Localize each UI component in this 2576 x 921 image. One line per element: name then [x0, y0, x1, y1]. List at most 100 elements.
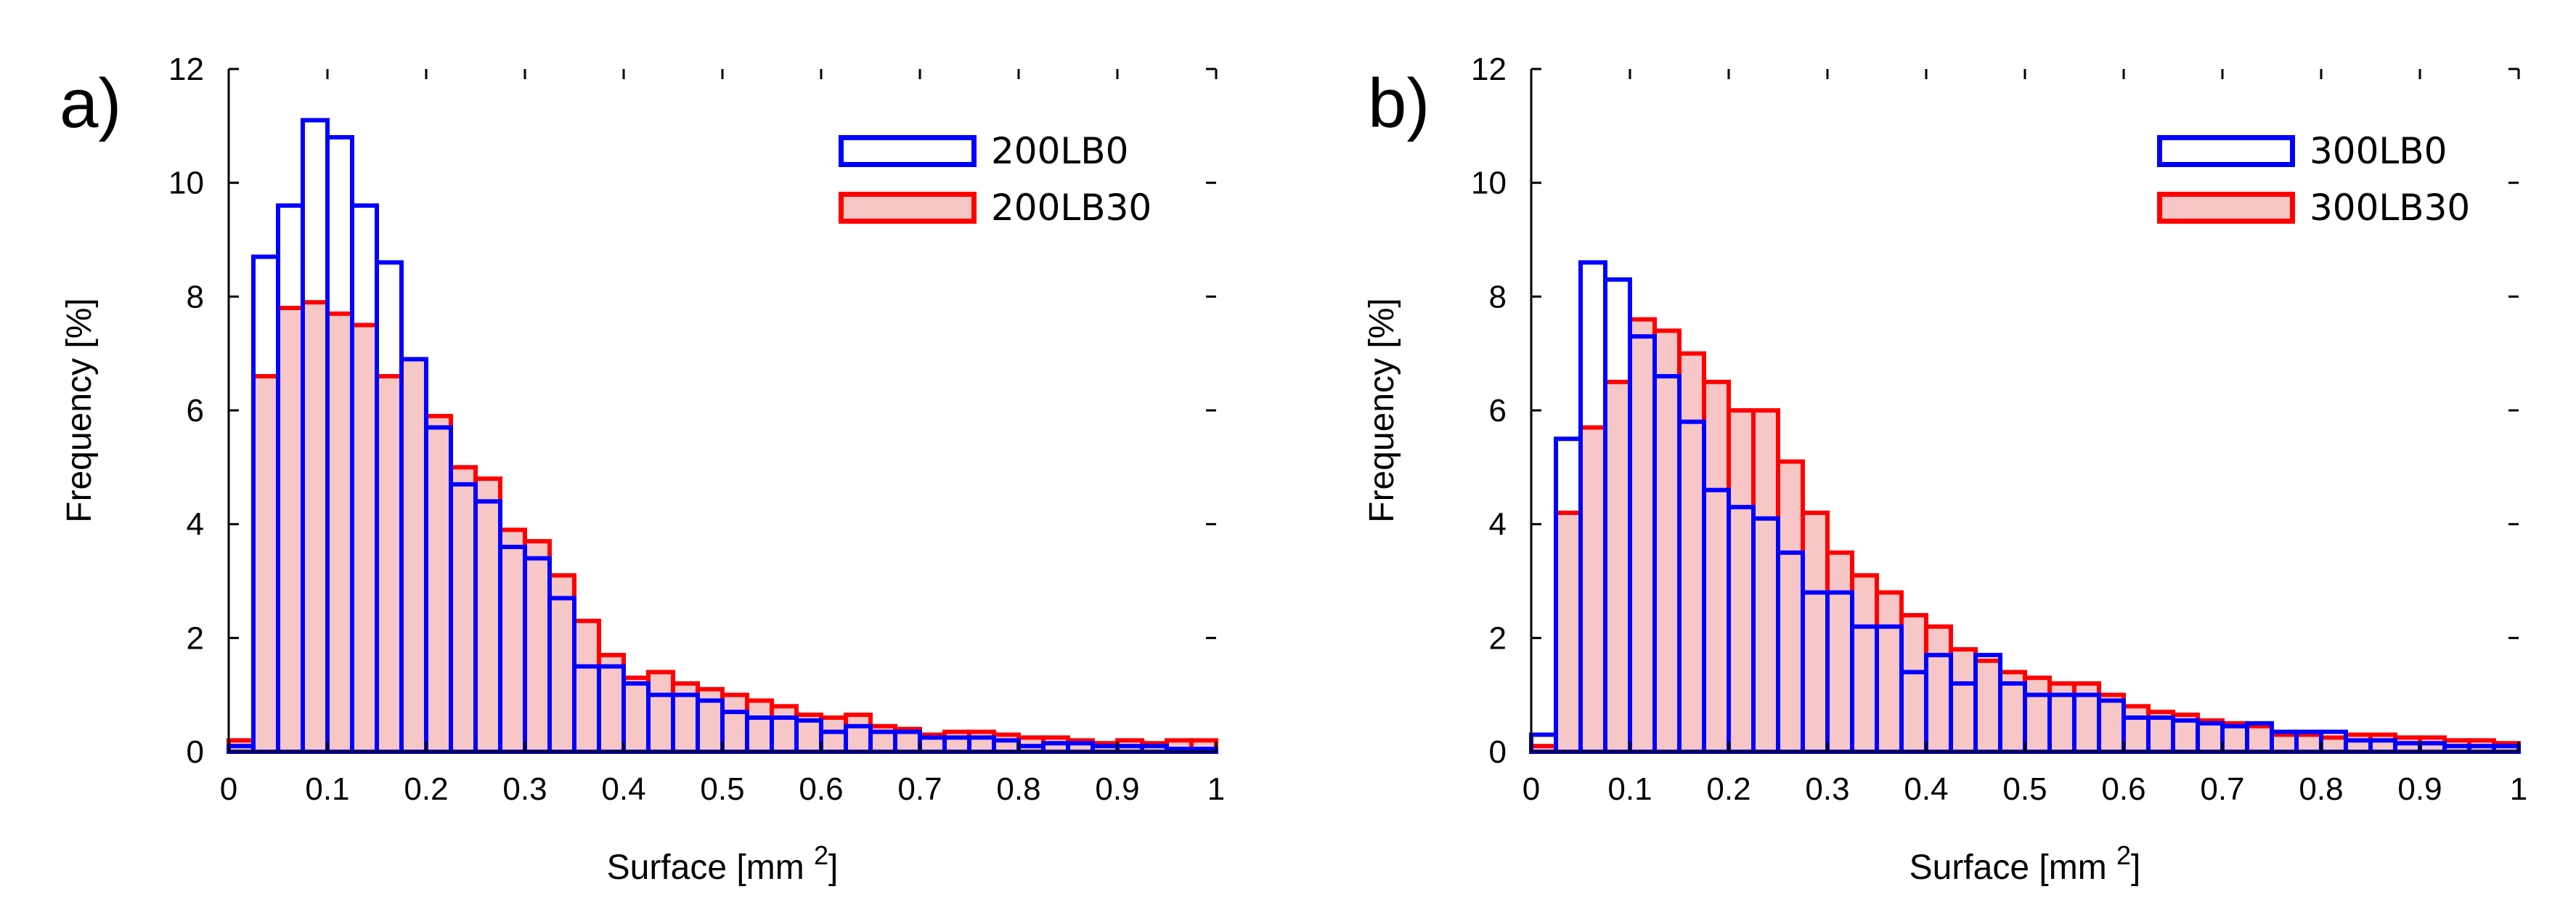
- x-axis-label: Surface [mm 2]: [1909, 840, 2141, 887]
- bar-300lb30: [1850, 573, 1879, 755]
- y-tick-label: 6: [1489, 393, 1507, 429]
- bar-300lb30: [1924, 624, 1953, 755]
- y-tick-label: 10: [168, 166, 204, 201]
- panel-label-a: a): [60, 65, 122, 142]
- y-tick-label: 2: [187, 620, 204, 656]
- x-tick-label: 0.6: [799, 771, 843, 807]
- y-tick-label: 12: [1471, 52, 1507, 87]
- bar-200lb30: [399, 357, 428, 754]
- x-tick-label: 0.3: [1805, 771, 1849, 807]
- bar-300lb30: [1899, 613, 1928, 754]
- y-tick-label: 8: [1489, 279, 1507, 315]
- legend-swatch-filled: [2157, 192, 2295, 224]
- bar-300lb30: [2344, 732, 2373, 754]
- bar-200lb30: [819, 715, 848, 754]
- bar-200lb30: [449, 465, 478, 754]
- bar-300lb30: [2294, 732, 2323, 754]
- bar-200lb30: [325, 311, 354, 755]
- y-tick-label: 12: [168, 52, 204, 87]
- x-tick-label: 0.2: [404, 771, 448, 807]
- y-axis-label: Frequency [%]: [1363, 298, 1401, 522]
- bar-300lb30: [1973, 658, 2002, 755]
- x-tick-label: 0: [1523, 771, 1540, 807]
- legend-a: 200LB0 200LB30: [839, 130, 1152, 244]
- y-tick-label: 0: [1489, 734, 1507, 770]
- bar-300lb30: [1751, 408, 1780, 754]
- legend-swatch-outline: [2157, 135, 2295, 167]
- legend-item-200lb30: 200LB30: [839, 187, 1152, 229]
- legend-item-200lb0: 200LB0: [839, 130, 1152, 172]
- histogram-chart-b: 0 0.1 0.2 0.3 0.4 0.5 0.6 0.7 0.8 0.9 1024681012Su…: [1363, 52, 2527, 887]
- x-tick-label: 0.9: [1095, 771, 1139, 807]
- y-axis-label: Frequency [%]: [60, 298, 99, 522]
- bar-300lb30: [1628, 317, 1657, 754]
- x-tick-label: 0: [220, 771, 237, 807]
- bar-300lb30: [1727, 408, 1756, 754]
- bar-300lb30: [1875, 590, 1904, 755]
- legend-item-300lb30: 300LB30: [2157, 187, 2471, 229]
- bar-300lb30: [1652, 328, 1682, 755]
- bar-200lb30: [375, 374, 404, 754]
- bar-200lb30: [424, 413, 453, 754]
- bar-300lb30: [1677, 351, 1706, 754]
- bar-200lb30: [621, 675, 651, 755]
- panel-label-b: b): [1368, 65, 1430, 142]
- y-tick-label: 0: [187, 734, 204, 770]
- bar-300lb30: [1801, 511, 1830, 754]
- bar-200lb30: [770, 704, 799, 754]
- legend-label: 300LB0: [2310, 130, 2447, 172]
- x-tick-label: 1: [1207, 771, 1225, 807]
- x-tick-label: 0.2: [1706, 771, 1750, 807]
- chart-panel-b: 0 0.1 0.2 0.3 0.4 0.5 0.6 0.7 0.8 0.9 1 0 2 4 6 8 10 12 Su…: [1288, 0, 2576, 921]
- x-tick-label: 0.3: [502, 771, 547, 807]
- y-tick-label: 4: [187, 507, 204, 543]
- bar-200lb30: [251, 374, 280, 754]
- y-tick-label: 2: [1489, 620, 1507, 656]
- x-tick-label: 1: [2510, 771, 2527, 807]
- bar-200lb30: [276, 306, 305, 754]
- chart-panel-a: 0 0.1 0.2 0.3 0.4 0.5 0.6 0.7 0.8 0.9 1 0 2 4 6 8 10 12 Su…: [60, 52, 1225, 887]
- legend-b: 300LB0 300LB30: [2157, 130, 2471, 244]
- bar-300lb30: [1554, 511, 1583, 754]
- bar-300lb30: [1603, 379, 1632, 754]
- bar-200lb30: [992, 732, 1021, 754]
- bar-200lb30: [473, 476, 502, 754]
- bar-200lb30: [967, 729, 996, 754]
- legend-label: 300LB30: [2310, 187, 2471, 229]
- x-tick-label: 0.8: [2299, 771, 2343, 807]
- x-tick-label: 0.1: [305, 771, 349, 807]
- legend-swatch-outline: [839, 135, 977, 167]
- bar-300lb30: [2097, 692, 2126, 755]
- bar-200lb30: [942, 729, 971, 754]
- x-tick-label: 0.9: [2397, 771, 2442, 807]
- bar-300lb30: [2368, 732, 2397, 754]
- bar-200lb30: [350, 322, 379, 754]
- bar-200lb30: [498, 527, 527, 754]
- x-axis-label: Surface [mm 2]: [607, 840, 839, 887]
- legend-label: 200LB0: [991, 130, 1129, 172]
- bar-200lb30: [547, 573, 576, 755]
- bar-300lb30: [1949, 647, 1978, 754]
- y-tick-label: 6: [187, 393, 204, 429]
- bar-200lb30: [844, 713, 873, 754]
- x-tick-label: 0.4: [1904, 771, 1948, 807]
- legend-label: 200LB30: [991, 187, 1152, 229]
- x-tick-label: 0.5: [700, 771, 744, 807]
- y-tick-label: 10: [1471, 166, 1507, 201]
- bar-200lb30: [720, 692, 749, 755]
- x-tick-label: 0.8: [996, 771, 1040, 807]
- bar-200lb30: [597, 652, 626, 754]
- bar-300lb30: [2270, 732, 2299, 754]
- legend-item-300lb0: 300LB0: [2157, 130, 2470, 172]
- bar-300lb30: [1578, 425, 1607, 754]
- histogram-chart-a: 0 0.1 0.2 0.3 0.4 0.5 0.6 0.7 0.8 0.9 1024681012Su…: [60, 52, 1225, 887]
- x-tick-label: 0.6: [2101, 771, 2145, 807]
- x-tick-label: 0.4: [601, 771, 645, 807]
- bar-300lb30: [1825, 550, 1854, 754]
- bar-300lb30: [2121, 704, 2151, 754]
- legend-swatch-filled: [839, 192, 977, 224]
- bar-200lb30: [523, 539, 552, 755]
- x-tick-label: 0.7: [2200, 771, 2244, 807]
- bar-200lb30: [301, 300, 330, 754]
- bar-200lb30: [646, 670, 675, 754]
